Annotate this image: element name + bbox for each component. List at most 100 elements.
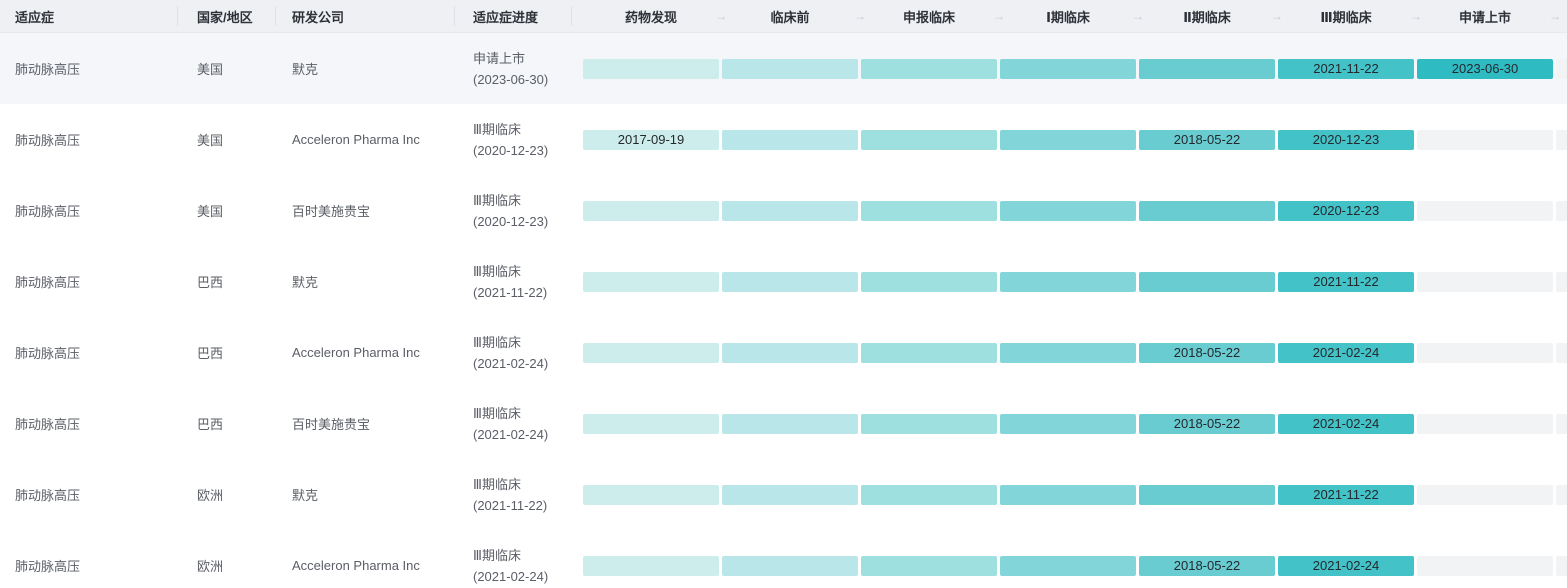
table-row[interactable]: 肺动脉高压 巴西 百时美施贵宝 Ⅲ期临床 (2021-02-24) 2018-0… bbox=[0, 388, 1567, 459]
stage-bar-drug-discovery[interactable] bbox=[583, 484, 719, 505]
region-cell: 巴西 bbox=[197, 346, 224, 361]
stage-bar-phase-3[interactable]: 2021-02-24 bbox=[1278, 342, 1414, 363]
table-row[interactable]: 肺动脉高压 美国 Acceleron Pharma Inc Ⅲ期临床 (2020… bbox=[0, 104, 1567, 175]
stage-bar-preclinical[interactable] bbox=[722, 271, 858, 292]
stage-bar-ind-filing[interactable] bbox=[861, 555, 997, 576]
stage-bar-phase-1[interactable] bbox=[1000, 271, 1136, 292]
stage-header-label: Ⅰ期临床 bbox=[1046, 9, 1090, 25]
stage-bar-phase-2[interactable]: 2018-05-22 bbox=[1139, 413, 1275, 434]
table-row[interactable]: 肺动脉高压 巴西 默克 Ⅲ期临床 (2021-11-22) 2021-11-22 bbox=[0, 246, 1567, 317]
stage-bar-drug-discovery[interactable] bbox=[583, 58, 719, 79]
stage-bars: 2018-05-22 2021-02-24 bbox=[572, 388, 1567, 459]
stage-bar-drug-discovery[interactable] bbox=[583, 271, 719, 292]
table-row[interactable]: 肺动脉高压 巴西 Acceleron Pharma Inc Ⅲ期临床 (2021… bbox=[0, 317, 1567, 388]
arrow-right-icon: → bbox=[854, 9, 866, 23]
region-cell: 欧洲 bbox=[197, 559, 224, 574]
stage-bar-phase-1[interactable] bbox=[1000, 484, 1136, 505]
stage-bar-phase-2[interactable]: 2018-05-22 bbox=[1139, 342, 1275, 363]
stage-bar-preclinical[interactable] bbox=[722, 58, 858, 79]
stage-bar-phase-2[interactable] bbox=[1139, 484, 1275, 505]
table-row[interactable]: 肺动脉高压 欧洲 Acceleron Pharma Inc Ⅲ期临床 (2021… bbox=[0, 530, 1567, 588]
progress-cell: Ⅲ期临床 (2021-02-24) bbox=[455, 332, 572, 374]
stage-bar-ind-filing[interactable] bbox=[861, 271, 997, 292]
stage-bar-ind-filing[interactable] bbox=[861, 58, 997, 79]
stage-header-label: 临床前 bbox=[770, 9, 810, 25]
stage-bar-phase-3[interactable]: 2020-12-23 bbox=[1278, 129, 1414, 150]
progress-cell: Ⅲ期临床 (2021-02-24) bbox=[455, 545, 572, 587]
region-cell: 巴西 bbox=[197, 275, 224, 290]
stage-bar-drug-discovery[interactable]: 2017-09-19 bbox=[583, 129, 719, 150]
progress-stage-label: 申请上市 bbox=[473, 50, 526, 66]
stage-bar-phase-1[interactable] bbox=[1000, 413, 1136, 434]
stage-bar-approval[interactable] bbox=[1556, 200, 1567, 221]
stage-bar-approval[interactable] bbox=[1556, 484, 1567, 505]
stage-bar-nda-filing[interactable] bbox=[1417, 413, 1553, 434]
stage-bar-phase-3[interactable]: 2020-12-23 bbox=[1278, 200, 1414, 221]
stage-header-phase-1: Ⅰ期临床 → bbox=[1000, 7, 1144, 26]
progress-stage-label: Ⅲ期临床 bbox=[473, 405, 521, 421]
stage-bar-nda-filing[interactable] bbox=[1417, 129, 1553, 150]
stage-bar-preclinical[interactable] bbox=[722, 200, 858, 221]
stage-header-label: 药物发现 bbox=[624, 9, 677, 25]
stage-bar-phase-2[interactable]: 2018-05-22 bbox=[1139, 129, 1275, 150]
stage-bar-ind-filing[interactable] bbox=[861, 342, 997, 363]
arrow-right-icon: → bbox=[1410, 9, 1422, 23]
stage-bar-phase-2[interactable] bbox=[1139, 200, 1275, 221]
stage-header-drug-discovery: 药物发现 → bbox=[583, 7, 727, 26]
company-cell: Acceleron Pharma Inc bbox=[292, 558, 420, 573]
stage-bar-drug-discovery[interactable] bbox=[583, 342, 719, 363]
stage-bar-phase-3[interactable]: 2021-11-22 bbox=[1278, 271, 1414, 292]
stage-bar-nda-filing[interactable] bbox=[1417, 484, 1553, 505]
stage-bar-approval[interactable] bbox=[1556, 555, 1567, 576]
stage-bar-approval[interactable] bbox=[1556, 129, 1567, 150]
stage-bar-drug-discovery[interactable] bbox=[583, 200, 719, 221]
progress-date-label: (2021-11-22) bbox=[473, 284, 548, 300]
progress-stage-label: Ⅲ期临床 bbox=[473, 547, 521, 563]
stage-bar-nda-filing[interactable] bbox=[1417, 555, 1553, 576]
stage-bar-preclinical[interactable] bbox=[722, 555, 858, 576]
stage-bar-drug-discovery[interactable] bbox=[583, 555, 719, 576]
progress-date-label: (2021-11-22) bbox=[473, 497, 548, 513]
stage-bar-preclinical[interactable] bbox=[722, 129, 858, 150]
stage-bar-nda-filing[interactable] bbox=[1417, 200, 1553, 221]
stage-bar-nda-filing[interactable] bbox=[1417, 342, 1553, 363]
stage-bar-ind-filing[interactable] bbox=[861, 413, 997, 434]
stage-bar-ind-filing[interactable] bbox=[861, 484, 997, 505]
stage-bar-phase-2[interactable] bbox=[1139, 58, 1275, 79]
stage-bar-phase-1[interactable] bbox=[1000, 342, 1136, 363]
stage-bar-ind-filing[interactable] bbox=[861, 200, 997, 221]
stage-bars: 2021-11-22 bbox=[572, 246, 1567, 317]
stage-bar-phase-3[interactable]: 2021-11-22 bbox=[1278, 58, 1414, 79]
stage-bar-ind-filing[interactable] bbox=[861, 129, 997, 150]
stage-bar-preclinical[interactable] bbox=[722, 342, 858, 363]
stage-bar-phase-2[interactable] bbox=[1139, 271, 1275, 292]
stage-bar-nda-filing[interactable]: 2023-06-30 bbox=[1417, 58, 1553, 79]
stage-bar-phase-2[interactable]: 2018-05-22 bbox=[1139, 555, 1275, 576]
stage-bar-phase-3[interactable]: 2021-11-22 bbox=[1278, 484, 1414, 505]
stage-bar-approval[interactable] bbox=[1556, 58, 1567, 79]
stage-bar-phase-1[interactable] bbox=[1000, 555, 1136, 576]
progress-cell: Ⅲ期临床 (2020-12-23) bbox=[455, 119, 572, 161]
stage-bar-nda-filing[interactable] bbox=[1417, 271, 1553, 292]
progress-stage-label: Ⅲ期临床 bbox=[473, 334, 521, 350]
stage-bar-approval[interactable] bbox=[1556, 342, 1567, 363]
arrow-right-icon: → bbox=[1132, 9, 1144, 23]
stage-bar-preclinical[interactable] bbox=[722, 484, 858, 505]
stage-bar-phase-3[interactable]: 2021-02-24 bbox=[1278, 555, 1414, 576]
company-cell: 默克 bbox=[292, 275, 319, 290]
stage-bar-phase-1[interactable] bbox=[1000, 129, 1136, 150]
stage-bar-phase-1[interactable] bbox=[1000, 200, 1136, 221]
stage-bar-drug-discovery[interactable] bbox=[583, 413, 719, 434]
region-cell: 美国 bbox=[197, 62, 224, 77]
table-row[interactable]: 肺动脉高压 美国 百时美施贵宝 Ⅲ期临床 (2020-12-23) 2020-1… bbox=[0, 175, 1567, 246]
stage-header-phase-3: Ⅲ期临床 → bbox=[1278, 7, 1422, 26]
table-row[interactable]: 肺动脉高压 欧洲 默克 Ⅲ期临床 (2021-11-22) 2021-11-22 bbox=[0, 459, 1567, 530]
progress-cell: Ⅲ期临床 (2021-11-22) bbox=[455, 474, 572, 516]
stage-bar-approval[interactable] bbox=[1556, 413, 1567, 434]
stage-bar-preclinical[interactable] bbox=[722, 413, 858, 434]
progress-stage-label: Ⅲ期临床 bbox=[473, 192, 521, 208]
stage-bar-phase-3[interactable]: 2021-02-24 bbox=[1278, 413, 1414, 434]
table-row[interactable]: 肺动脉高压 美国 默克 申请上市 (2023-06-30) 2021-11-22… bbox=[0, 33, 1567, 104]
stage-bar-approval[interactable] bbox=[1556, 271, 1567, 292]
stage-bar-phase-1[interactable] bbox=[1000, 58, 1136, 79]
